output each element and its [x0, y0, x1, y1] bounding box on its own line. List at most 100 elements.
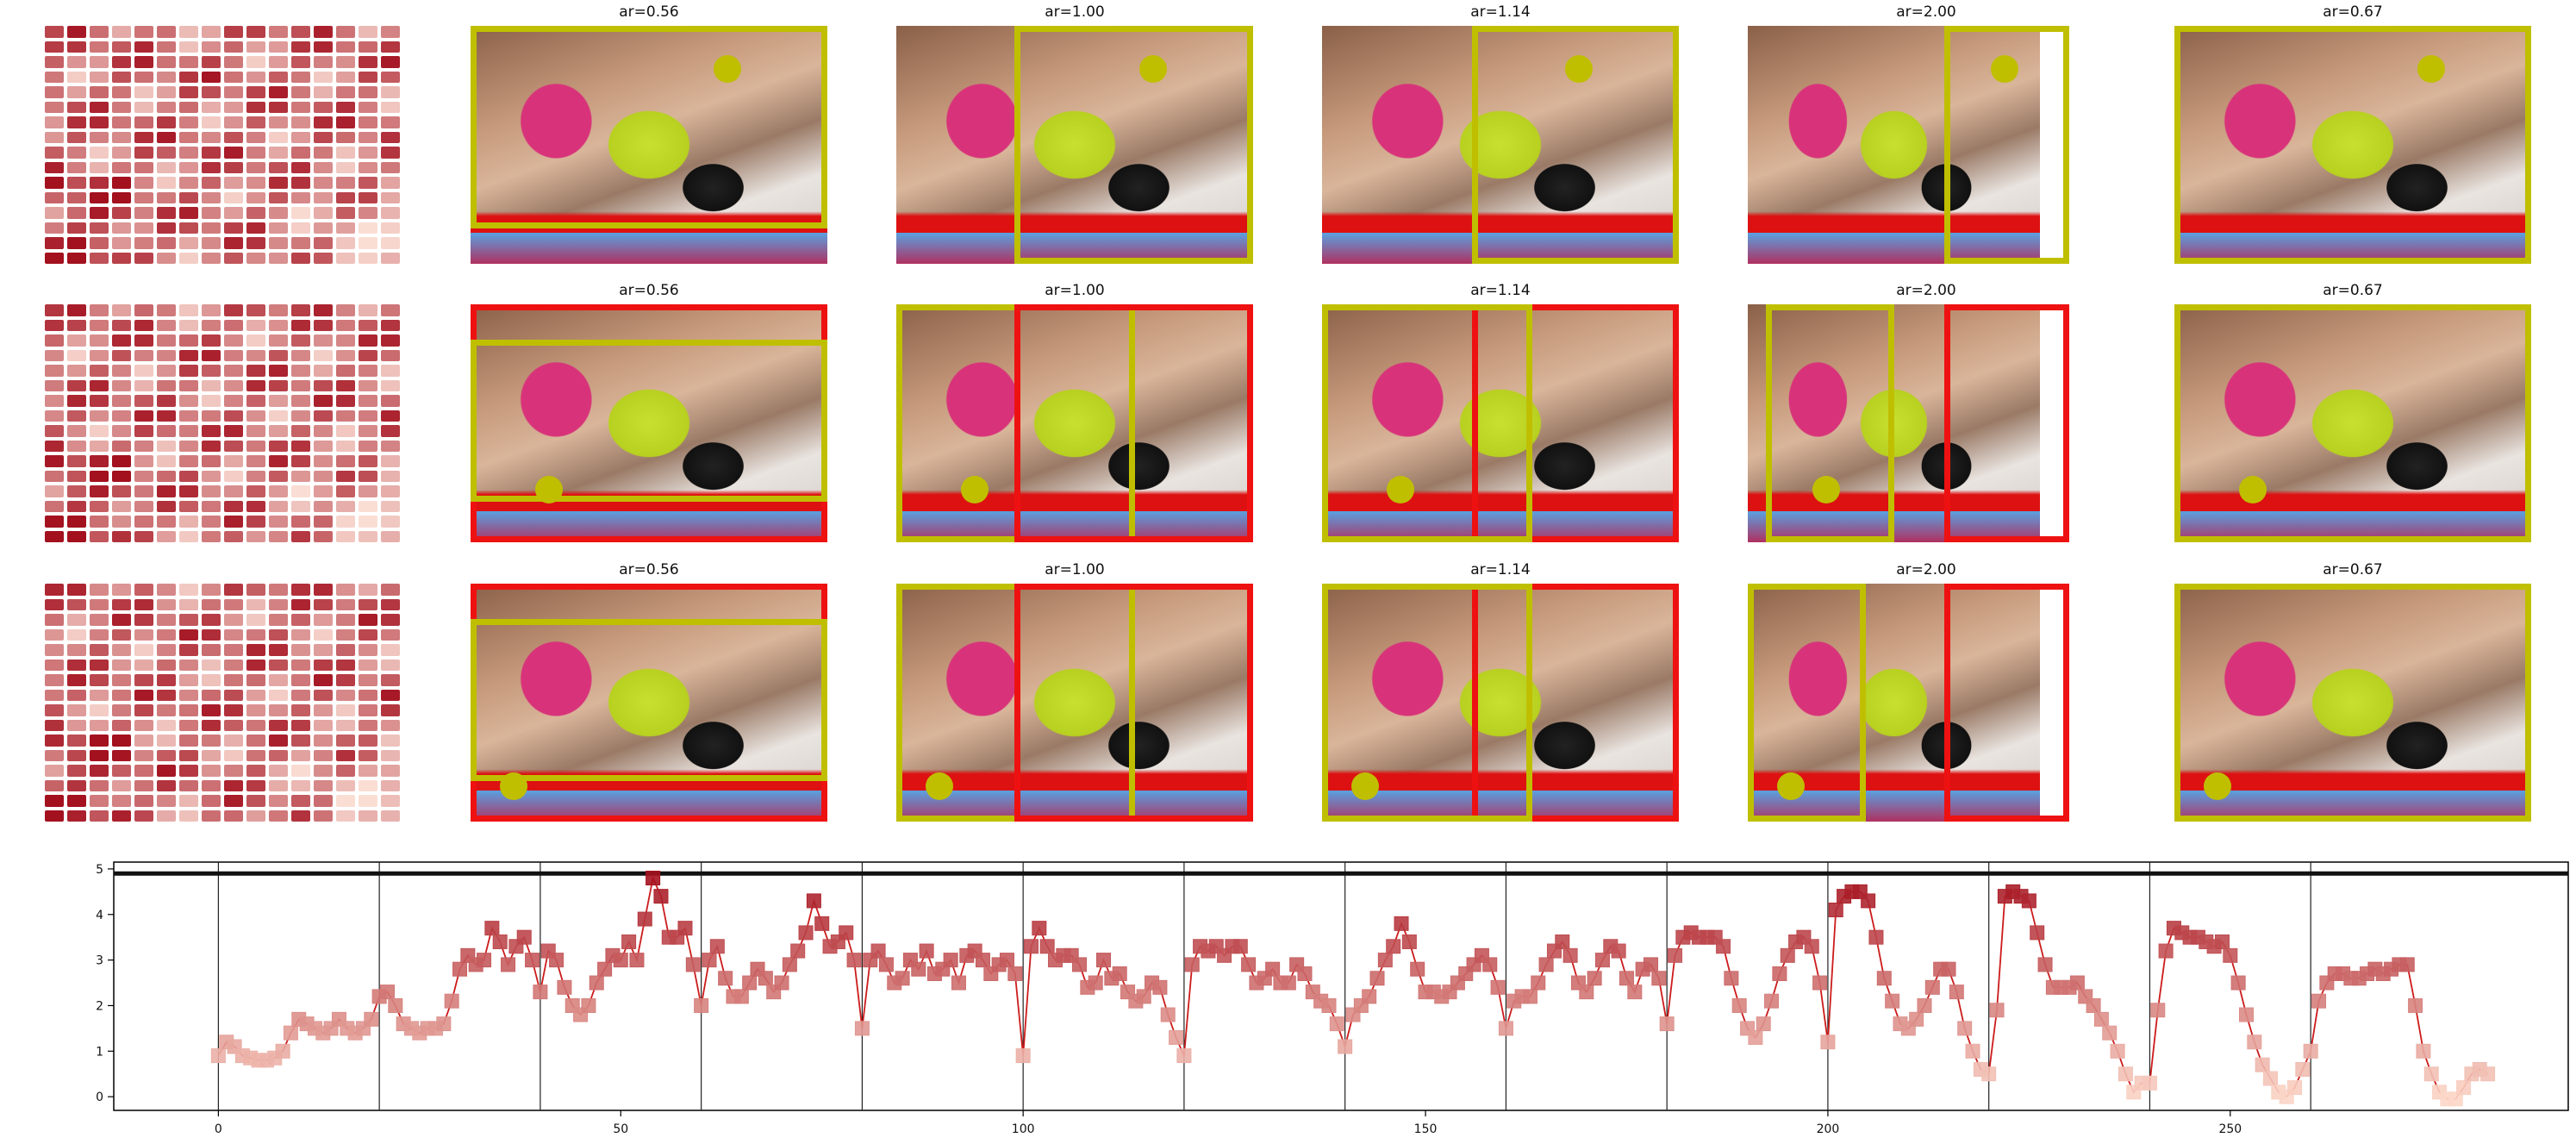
heatmap-cell	[179, 177, 198, 189]
heatmap-cell	[314, 485, 333, 497]
heatmap-cell	[90, 207, 109, 219]
data-point	[2230, 975, 2246, 991]
heatmap-cell	[269, 71, 288, 83]
panel-title: ar=1.14	[1470, 282, 1531, 299]
heatmap-cell	[246, 674, 265, 686]
ground-truth-box	[1471, 304, 1679, 542]
heatmap-cell	[291, 455, 310, 467]
heatmap-cell	[157, 41, 176, 53]
heatmap-cell	[202, 26, 221, 38]
panel-title: ar=1.14	[1470, 3, 1531, 21]
heatmap-cell	[359, 177, 377, 189]
heatmap-cell	[359, 252, 377, 264]
heatmap-cell	[157, 516, 176, 528]
heatmap-cell	[359, 516, 377, 528]
heatmap-cell	[359, 614, 377, 626]
data-point	[2287, 1080, 2303, 1096]
heatmap-cell	[90, 161, 109, 173]
heatmap-cell	[291, 86, 310, 98]
heatmap-cell	[179, 395, 198, 407]
data-point	[2448, 1091, 2463, 1107]
heatmap-cell	[157, 147, 176, 159]
proposal-box	[1322, 304, 1533, 542]
heatmap-cell	[269, 131, 288, 143]
heatmap-cell	[269, 516, 288, 528]
heatmap-cell	[179, 56, 198, 68]
heatmap-cell	[291, 440, 310, 452]
x-tick-label: 50	[613, 1122, 628, 1136]
heatmap-cell	[224, 749, 243, 761]
heatmap-cell	[112, 86, 131, 98]
heatmap-cell	[179, 116, 198, 128]
center-dot	[1565, 54, 1594, 83]
data-point	[1522, 989, 1537, 1004]
data-point	[798, 925, 814, 941]
heatmap-cell	[224, 659, 243, 671]
heatmap-cell	[112, 485, 131, 497]
heatmap-cell	[157, 810, 176, 822]
heatmap-cell	[381, 719, 400, 731]
data-point	[1112, 966, 1127, 981]
heatmap-cell	[202, 810, 221, 822]
heatmap-cell	[224, 395, 243, 407]
heatmap-cell	[67, 26, 86, 38]
heatmap-cell	[291, 161, 310, 173]
heatmap-cell	[269, 628, 288, 641]
data-point	[2416, 1043, 2431, 1059]
heatmap-cell	[381, 795, 400, 807]
heatmap-cell	[90, 455, 109, 467]
heatmap-cell	[269, 177, 288, 189]
heatmap-cell	[134, 161, 153, 173]
heatmap-cell	[67, 131, 86, 143]
data-point	[1176, 1048, 1192, 1064]
heatmap-cell	[291, 147, 310, 159]
heatmap-cell	[291, 500, 310, 512]
heatmap-cell	[112, 319, 131, 331]
heatmap-cell	[291, 101, 310, 113]
heatmap-cell	[179, 334, 198, 347]
heatmap-cell	[336, 86, 355, 98]
heatmap-cell	[381, 237, 400, 249]
heatmap-cell	[359, 116, 377, 128]
heatmap-cell	[179, 379, 198, 391]
heatmap-cell	[336, 440, 355, 452]
proposal-box	[471, 340, 827, 503]
heatmap-cell	[359, 409, 377, 422]
proposal-box	[2174, 26, 2531, 264]
heatmap-cell	[67, 222, 86, 234]
heatmap-cell	[157, 598, 176, 610]
heatmap-cell	[90, 86, 109, 98]
data-point	[629, 953, 645, 968]
heatmap-cell	[224, 26, 243, 38]
crop-panel: ar=1.00	[896, 3, 1253, 264]
heatmap-cell	[45, 56, 64, 68]
heatmap-cell	[291, 319, 310, 331]
data-point	[557, 979, 572, 995]
heatmap-cell	[291, 659, 310, 671]
heatmap-cell	[112, 749, 131, 761]
heatmap-cell	[67, 455, 86, 467]
heatmap-cell	[314, 425, 333, 437]
heatmap-cell	[112, 334, 131, 347]
heatmap-cell	[112, 674, 131, 686]
heatmap-cell	[314, 659, 333, 671]
data-point	[1756, 1016, 1771, 1032]
heatmap-cell	[269, 319, 288, 331]
data-point	[1812, 975, 1828, 991]
crop-panel: ar=2.00	[1748, 3, 2105, 264]
heatmap-cell	[202, 704, 221, 716]
crop-panel: ar=0.67	[2174, 561, 2531, 822]
data-point	[1644, 957, 1659, 972]
heatmap-cell	[381, 470, 400, 482]
heatmap-cell	[314, 26, 333, 38]
heatmap-cell	[291, 252, 310, 264]
heatmap-cell	[67, 41, 86, 53]
heatmap-cell	[157, 409, 176, 422]
panel-title: ar=1.00	[1045, 282, 1105, 299]
data-point	[1957, 1021, 1973, 1036]
heatmap-cell	[246, 485, 265, 497]
heatmap-cell	[134, 177, 153, 189]
data-point	[1731, 997, 1747, 1013]
heatmap-cell	[291, 237, 310, 249]
heatmap-cell	[90, 704, 109, 716]
